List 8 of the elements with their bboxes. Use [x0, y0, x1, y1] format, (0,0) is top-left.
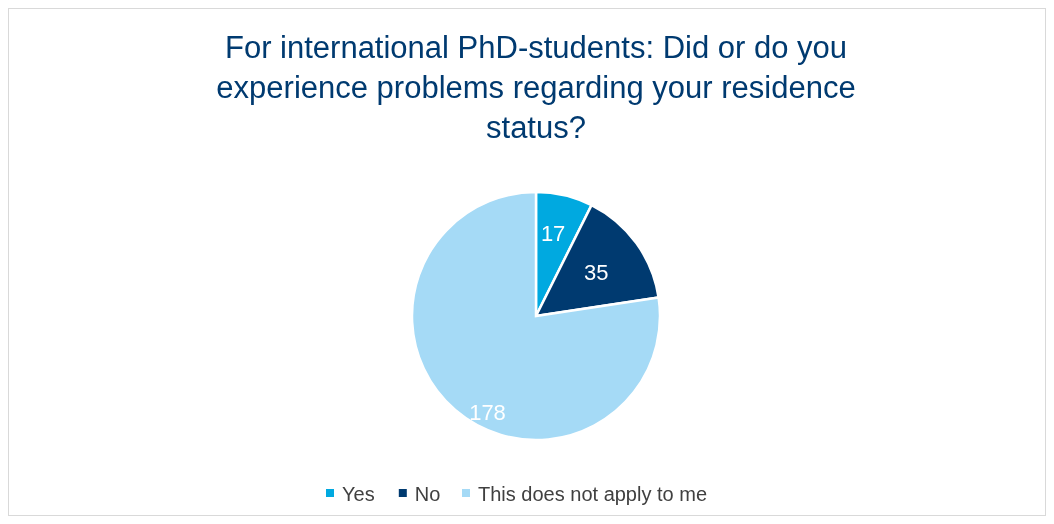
data-label: 17 — [540, 221, 566, 247]
legend-label: This does not apply to me — [478, 483, 708, 505]
legend-label: Yes — [342, 483, 375, 505]
data-label: 178 — [469, 399, 506, 425]
data-label: 35 — [583, 259, 609, 285]
legend-label: No — [414, 483, 441, 505]
chart-title: For international PhD-students: Did or do you experience problems regarding your residence status? — [216, 30, 856, 145]
pie-slice — [410, 190, 662, 442]
